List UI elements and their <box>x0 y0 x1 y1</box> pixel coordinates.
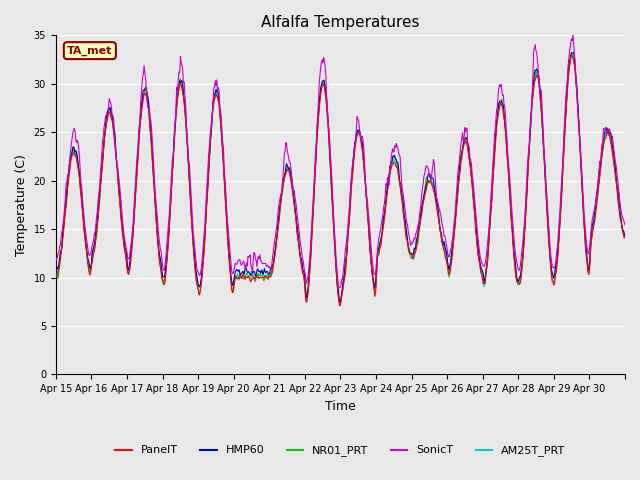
Text: TA_met: TA_met <box>67 46 113 56</box>
Legend: PanelT, HMP60, NR01_PRT, SonicT, AM25T_PRT: PanelT, HMP60, NR01_PRT, SonicT, AM25T_P… <box>111 441 570 461</box>
X-axis label: Time: Time <box>325 400 356 413</box>
Y-axis label: Temperature (C): Temperature (C) <box>15 154 28 256</box>
Title: Alfalfa Temperatures: Alfalfa Temperatures <box>261 15 420 30</box>
